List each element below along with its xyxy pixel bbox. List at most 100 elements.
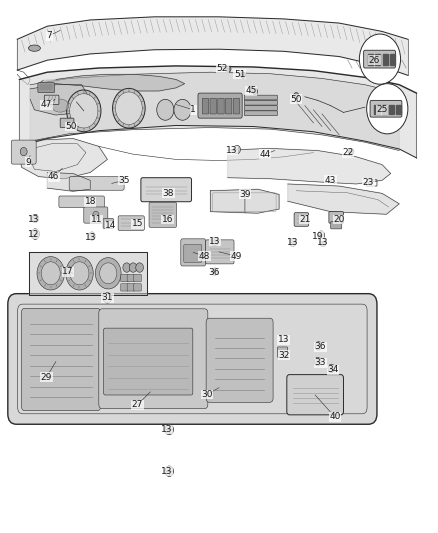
- Circle shape: [113, 88, 145, 128]
- Text: 7: 7: [46, 31, 52, 40]
- Text: 34: 34: [328, 366, 339, 374]
- FancyBboxPatch shape: [198, 93, 242, 118]
- Bar: [381, 104, 387, 114]
- Text: 51: 51: [234, 70, 245, 79]
- Text: 18: 18: [85, 197, 96, 206]
- Circle shape: [67, 90, 101, 132]
- Circle shape: [20, 148, 27, 156]
- Polygon shape: [288, 184, 399, 214]
- FancyBboxPatch shape: [244, 100, 277, 105]
- FancyBboxPatch shape: [84, 207, 108, 223]
- Text: 13: 13: [226, 146, 238, 155]
- Text: 16: 16: [162, 215, 173, 224]
- Circle shape: [174, 99, 191, 120]
- Polygon shape: [30, 144, 86, 172]
- Circle shape: [318, 231, 325, 239]
- Text: 1: 1: [191, 106, 196, 114]
- Circle shape: [367, 84, 408, 134]
- Text: 32: 32: [279, 351, 290, 360]
- Text: 9: 9: [25, 158, 31, 166]
- Ellipse shape: [52, 99, 69, 112]
- Circle shape: [70, 94, 98, 128]
- Text: 35: 35: [118, 176, 130, 185]
- Text: 29: 29: [41, 373, 52, 382]
- Text: 13: 13: [209, 237, 220, 246]
- Text: 36: 36: [314, 342, 326, 351]
- Circle shape: [31, 229, 39, 239]
- Text: 39: 39: [239, 190, 251, 199]
- Text: 46: 46: [48, 172, 60, 181]
- Text: 26: 26: [369, 55, 380, 64]
- Circle shape: [294, 93, 299, 99]
- Text: 19: 19: [312, 232, 324, 241]
- Text: 21: 21: [299, 215, 311, 224]
- FancyBboxPatch shape: [59, 196, 104, 207]
- Circle shape: [359, 34, 401, 84]
- Polygon shape: [47, 173, 90, 191]
- FancyBboxPatch shape: [294, 213, 309, 227]
- Text: 13: 13: [28, 215, 39, 224]
- Circle shape: [240, 72, 246, 78]
- FancyBboxPatch shape: [184, 245, 202, 262]
- Circle shape: [211, 237, 218, 246]
- Circle shape: [328, 364, 335, 373]
- Polygon shape: [29, 252, 147, 295]
- Text: 20: 20: [333, 215, 345, 224]
- Text: 12: 12: [28, 230, 39, 239]
- Circle shape: [157, 99, 174, 120]
- Text: 47: 47: [41, 100, 52, 109]
- FancyBboxPatch shape: [121, 284, 128, 291]
- Polygon shape: [210, 189, 279, 213]
- FancyBboxPatch shape: [210, 98, 216, 114]
- FancyBboxPatch shape: [60, 118, 74, 127]
- Polygon shape: [17, 17, 408, 75]
- FancyBboxPatch shape: [233, 98, 240, 114]
- Polygon shape: [228, 149, 391, 184]
- FancyBboxPatch shape: [44, 95, 59, 104]
- FancyBboxPatch shape: [370, 100, 402, 117]
- Text: 23: 23: [363, 179, 374, 188]
- Circle shape: [116, 92, 142, 125]
- FancyBboxPatch shape: [127, 284, 135, 291]
- Circle shape: [165, 466, 173, 477]
- Circle shape: [70, 262, 89, 285]
- FancyBboxPatch shape: [202, 98, 208, 114]
- Circle shape: [136, 263, 144, 272]
- Circle shape: [100, 263, 117, 284]
- Bar: [374, 104, 380, 114]
- Bar: [383, 54, 388, 65]
- Text: 11: 11: [91, 215, 102, 224]
- FancyBboxPatch shape: [206, 318, 273, 402]
- FancyBboxPatch shape: [99, 309, 208, 409]
- Bar: [368, 54, 373, 65]
- Text: 25: 25: [376, 106, 388, 114]
- Circle shape: [37, 256, 64, 290]
- Text: 45: 45: [246, 86, 257, 95]
- Text: 31: 31: [102, 293, 113, 302]
- Text: 33: 33: [314, 358, 326, 367]
- FancyBboxPatch shape: [134, 284, 141, 291]
- FancyBboxPatch shape: [103, 219, 113, 228]
- Circle shape: [212, 268, 218, 276]
- Text: 49: 49: [230, 252, 242, 261]
- Bar: [389, 104, 394, 114]
- Bar: [390, 54, 396, 65]
- Circle shape: [319, 238, 326, 247]
- Circle shape: [315, 342, 322, 350]
- FancyBboxPatch shape: [329, 212, 343, 223]
- Text: 22: 22: [342, 148, 353, 157]
- Text: 48: 48: [199, 252, 210, 261]
- Polygon shape: [30, 85, 90, 115]
- Text: 43: 43: [325, 176, 336, 185]
- Text: 52: 52: [217, 63, 228, 72]
- FancyBboxPatch shape: [206, 240, 234, 264]
- FancyBboxPatch shape: [149, 202, 177, 228]
- Circle shape: [290, 238, 296, 247]
- Circle shape: [95, 257, 121, 289]
- Text: 14: 14: [105, 221, 117, 230]
- Text: 50: 50: [65, 122, 77, 131]
- Circle shape: [93, 211, 99, 219]
- Circle shape: [233, 146, 240, 154]
- FancyBboxPatch shape: [218, 98, 224, 114]
- FancyBboxPatch shape: [181, 239, 206, 266]
